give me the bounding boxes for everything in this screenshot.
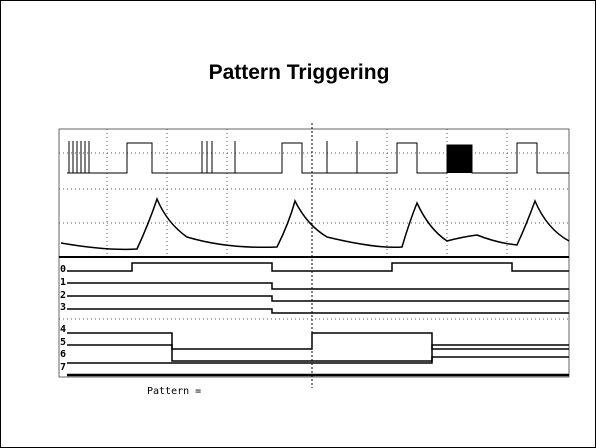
channel-label: 2 — [60, 290, 66, 301]
screen-border — [59, 129, 569, 377]
channel-label: 7 — [60, 362, 66, 373]
burst-block — [447, 145, 472, 173]
pattern-label: Pattern = — [147, 386, 201, 397]
channel-label: 4 — [60, 324, 66, 335]
channel-label: 0 — [60, 264, 66, 275]
channel-label: 3 — [60, 302, 66, 313]
slide-title: Pattern Triggering — [1, 61, 596, 85]
channel-label: 1 — [60, 277, 66, 288]
slide-frame: Pattern Triggering — [0, 0, 596, 448]
scope-screenshot: 0 1 2 3 4 5 6 7 Pattern = — [57, 113, 573, 403]
channel-label: 5 — [60, 337, 66, 348]
channel-label: 6 — [60, 349, 66, 360]
